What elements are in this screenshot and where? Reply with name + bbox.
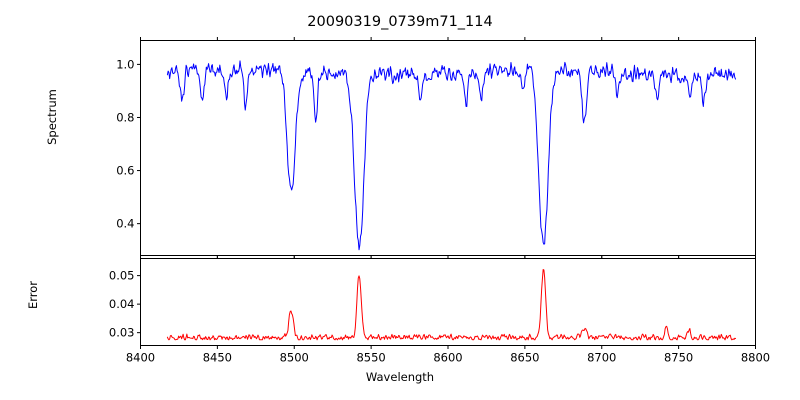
y-tick-label: 0.6 <box>116 164 134 178</box>
error-y-axis-label: Error <box>26 280 40 310</box>
y-tick-label: 0.03 <box>109 326 135 340</box>
y-tick-label: 0.8 <box>116 110 134 124</box>
error-line <box>166 269 737 341</box>
panel-frame <box>140 258 756 346</box>
y-tick-label: 0.04 <box>109 297 135 311</box>
spectrum-panel: 0.4 0.6 0.8 1.0 <box>116 37 756 259</box>
x-tick-label: 8500 <box>280 351 309 365</box>
x-tick-label: 8650 <box>510 351 539 365</box>
x-tick-label: 8750 <box>664 351 693 365</box>
x-tick-label: 8800 <box>741 351 770 365</box>
figure-title: 20090319_0739m71_114 <box>307 14 493 30</box>
y-tick-label: 0.05 <box>109 269 135 283</box>
x-tick-label: 8550 <box>356 351 385 365</box>
error-panel: 8400 8450 8500 8550 8600 8650 8700 8750 8800 0.03… <box>109 255 770 365</box>
x-tick-label: 8600 <box>433 351 462 365</box>
x-tick-label: 8400 <box>126 351 155 365</box>
x-axis-label: Wavelength <box>365 370 435 384</box>
spectrum-line <box>166 60 737 251</box>
y-tick-label: 0.4 <box>116 217 134 231</box>
spectrum-y-axis-label: Spectrum <box>45 89 59 145</box>
x-tick-label: 8450 <box>203 351 232 365</box>
x-tick-label: 8700 <box>587 351 616 365</box>
y-tick-label: 1.0 <box>116 57 134 71</box>
